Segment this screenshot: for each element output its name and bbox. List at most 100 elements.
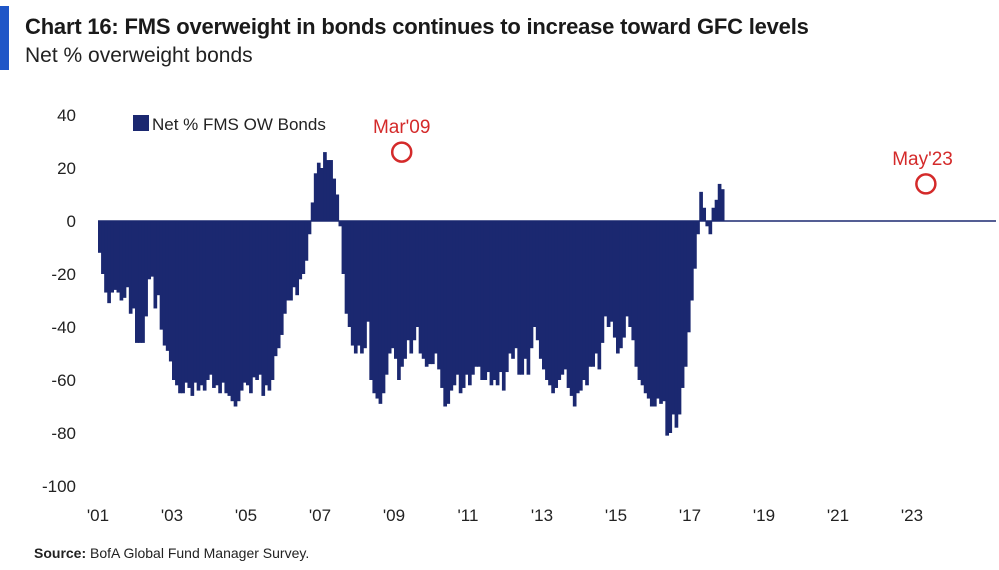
bar [366,221,370,322]
bar [255,221,259,380]
bar [138,221,142,343]
bar [600,221,605,343]
bar [418,221,423,354]
bar [554,221,559,388]
bar [387,221,392,354]
bar [474,221,478,367]
bar [643,221,648,394]
bar [162,221,167,346]
bar [304,221,309,261]
bar [421,221,426,359]
bar [606,221,611,327]
bar [637,221,642,380]
bar [693,221,697,269]
bar [557,221,562,380]
bar [326,160,330,221]
bar [461,221,466,388]
bar [258,221,263,375]
bar [628,221,633,327]
bar [591,221,596,367]
bar [113,221,118,290]
bar [720,189,725,221]
bar [227,221,232,396]
bar [705,221,710,227]
bar [594,221,599,354]
bar [190,221,195,396]
bar [489,221,494,386]
x-tick-label: '03 [161,506,183,525]
bar [363,221,367,349]
bar [270,221,275,380]
bar [505,221,509,373]
bar [147,221,152,280]
bar [440,221,444,388]
bar [233,221,238,407]
bar [144,221,148,317]
bar [560,221,565,375]
bar [249,221,253,394]
bar [397,221,401,380]
x-tick-label: '15 [605,506,627,525]
bar [699,191,703,221]
bar [156,221,161,296]
bar [483,221,488,380]
bar [619,221,623,349]
bar [686,221,691,333]
x-tick-label: '13 [531,506,553,525]
y-tick-label: -60 [51,371,76,390]
bar [369,221,374,380]
bar [273,221,278,357]
annotation-circle [390,141,413,163]
bar [209,221,213,375]
bar [434,221,438,354]
bar [252,221,256,378]
x-tick-label: '23 [901,506,923,525]
bar [168,221,173,362]
bar [468,221,472,386]
bar [653,221,657,407]
source-text: BofA Global Fund Manager Survey. [90,545,310,561]
bar [532,221,537,327]
bar [520,221,525,375]
bar [625,221,629,317]
bar [384,221,389,375]
bar [267,221,272,391]
bar [141,221,145,343]
bar [455,221,460,375]
bar [501,221,506,391]
bar [236,221,241,402]
bar [415,221,420,327]
bar [427,221,432,365]
bar [187,221,192,388]
bar [316,162,321,221]
y-tick-label: 40 [57,106,76,125]
bar [329,160,333,221]
bar [656,221,660,399]
bar [199,221,204,386]
bar [711,207,716,221]
bar [242,221,247,383]
bar [572,221,577,407]
bar [394,221,398,359]
bar [125,221,130,288]
bar [205,221,210,380]
x-tick-label: '11 [458,506,479,525]
bar [431,221,435,365]
bar [403,221,407,359]
bar [714,199,719,221]
bar [150,221,155,277]
bar [622,221,626,338]
y-tick-label: 20 [57,159,76,178]
bar [119,221,124,301]
bar [477,221,481,367]
bar [196,221,201,391]
bar [335,194,340,221]
source-note: Source: BofA Global Fund Manager Survey. [34,545,309,561]
bar [585,221,589,386]
bar [702,207,707,221]
bar [289,221,293,301]
bar [323,152,327,221]
bar [159,221,164,330]
bar [107,221,111,304]
bar [609,221,614,322]
